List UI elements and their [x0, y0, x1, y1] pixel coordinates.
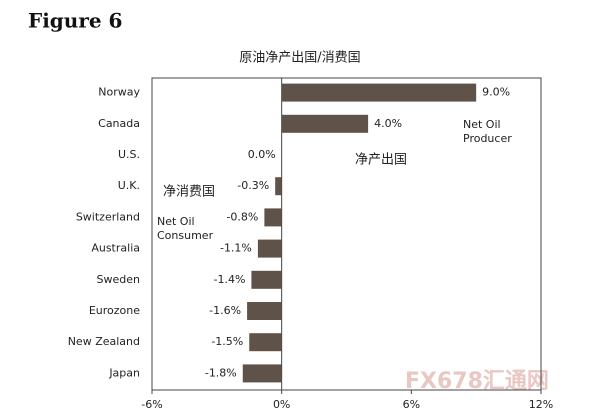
- annotation: Net Oil: [463, 118, 501, 131]
- annotation: Net Oil: [157, 215, 195, 228]
- value-label: -1.5%: [211, 335, 243, 348]
- y-tick-label: Japan: [108, 366, 140, 379]
- value-label: -1.8%: [205, 366, 237, 379]
- value-label: 4.0%: [374, 117, 402, 130]
- y-tick-label: Canada: [98, 117, 140, 130]
- bar: [242, 364, 282, 383]
- annotation: 净消费国: [163, 185, 215, 200]
- value-label: -0.3%: [237, 179, 269, 192]
- y-tick-label: Australia: [91, 242, 140, 255]
- y-tick-label: New Zealand: [68, 335, 140, 348]
- x-tick-label: 12%: [529, 398, 553, 411]
- bar: [281, 114, 369, 133]
- annotation: Producer: [463, 132, 512, 145]
- x-tick-label: -6%: [141, 398, 162, 411]
- y-tick-label: Norway: [98, 86, 140, 99]
- plot-frame: [151, 77, 542, 391]
- bar: [247, 302, 282, 320]
- annotation: Consumer: [157, 229, 214, 242]
- bar: [264, 208, 282, 227]
- value-label: -0.8%: [226, 210, 258, 223]
- value-label: -1.6%: [209, 304, 241, 317]
- bar: [251, 270, 282, 289]
- chart-title: 原油净产出国/消费国: [239, 51, 360, 66]
- value-label: 0.0%: [248, 148, 276, 161]
- bar: [275, 177, 282, 196]
- value-label: 9.0%: [482, 86, 510, 99]
- y-tick-label: U.K.: [118, 179, 140, 192]
- value-label: -1.1%: [220, 242, 252, 255]
- x-tick-label: 6%: [403, 398, 420, 411]
- bar: [257, 239, 282, 258]
- y-tick-label: Sweden: [97, 273, 140, 286]
- x-tick-label: 0%: [273, 398, 290, 411]
- bar: [281, 83, 477, 102]
- figure-label: Figure 6: [28, 9, 122, 33]
- annotation: 净产出国: [355, 153, 407, 168]
- bar: [249, 333, 282, 352]
- y-tick-label: Eurozone: [89, 304, 140, 317]
- y-tick-label: Switzerland: [76, 210, 140, 223]
- y-tick-label: U.S.: [118, 148, 140, 161]
- value-label: -1.4%: [213, 273, 245, 286]
